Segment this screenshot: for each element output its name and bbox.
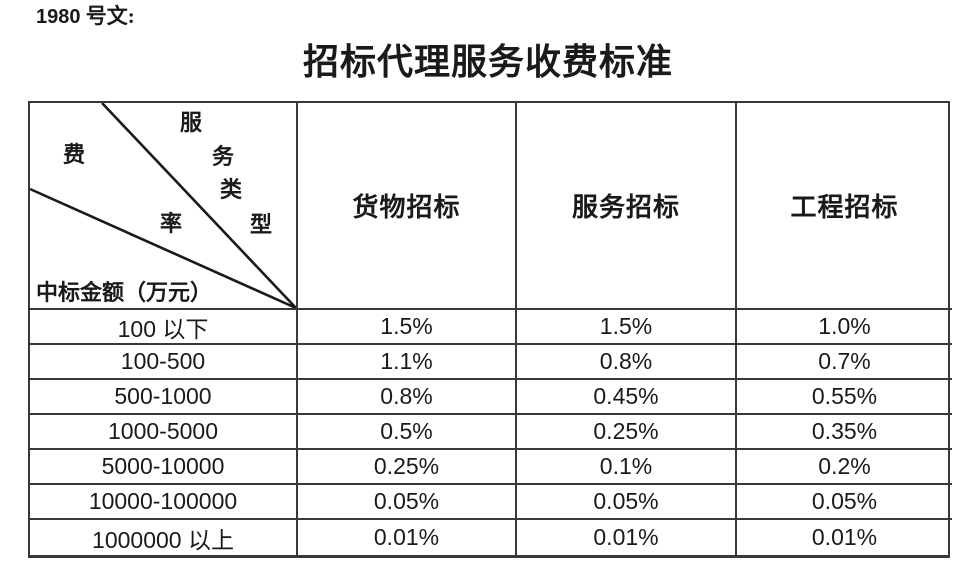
doc-reference-number: 1980 (36, 6, 81, 28)
doc-reference-label: 号文: (85, 4, 135, 28)
fee-rate-table: 服 务 类 型 费 率 中标金额（万元） 货物招标 服务招标 工程招标 100 … (28, 101, 952, 558)
engineering-rate-cell: 0.7% (737, 345, 952, 380)
engineering-rate-cell: 0.55% (737, 380, 952, 415)
column-header-engineering: 工程招标 (737, 103, 952, 310)
goods-rate-cell: 0.05% (298, 485, 517, 520)
service-rate-cell: 0.45% (517, 380, 737, 415)
corner-amount-label: 中标金额（万元） (36, 280, 213, 305)
service-rate-cell: 0.25% (517, 415, 737, 450)
engineering-rate-cell: 0.2% (737, 450, 952, 485)
corner-rate-char: 率 (160, 211, 183, 236)
amount-range-cell: 10000-100000 (30, 485, 298, 520)
amount-range-cell: 1000-5000 (30, 415, 298, 450)
engineering-rate-cell: 0.35% (737, 415, 952, 450)
corner-rate-char: 费 (63, 142, 86, 167)
engineering-rate-cell: 0.01% (811, 524, 878, 550)
goods-rate-cell: 0.01% (298, 520, 517, 555)
amount-range-cell: 500-1000 (30, 380, 298, 415)
corner-type-char: 型 (250, 212, 273, 237)
service-rate-cell: 1.5% (517, 310, 737, 345)
goods-rate-cell: 0.5% (298, 415, 517, 450)
corner-header-cell: 服 务 类 型 费 率 中标金额（万元） (30, 103, 298, 310)
column-header-goods: 货物招标 (298, 103, 517, 310)
service-rate-cell: 0.8% (517, 345, 737, 380)
engineering-rate-cell: 0.05% (737, 485, 952, 520)
service-rate-cell: 0.05% (517, 485, 737, 520)
amount-range-cell: 100-500 (30, 345, 298, 380)
diagonal-divider-lines (30, 103, 296, 308)
goods-rate-cell: 1.5% (298, 310, 517, 345)
amount-range-cell: 5000-10000 (30, 450, 298, 485)
corner-type-char: 服 (180, 110, 203, 135)
service-rate-cell: 0.1% (517, 450, 737, 485)
amount-range-cell: 100 以下 (30, 310, 298, 345)
goods-rate-cell: 0.25% (298, 450, 517, 485)
doc-reference: 1980 号文: (36, 5, 135, 28)
service-rate-cell: 0.01% (517, 520, 737, 555)
page-title: 招标代理服务收费标准 (302, 42, 673, 82)
amount-range-cell: 1000000 以上 (30, 520, 298, 555)
corner-type-char: 类 (220, 177, 243, 202)
engineering-rate-cell: 1.0% (737, 310, 952, 345)
goods-rate-cell: 0.8% (298, 380, 517, 415)
goods-rate-cell: 1.1% (298, 345, 517, 380)
corner-type-char: 务 (212, 144, 235, 169)
column-header-service: 服务招标 (517, 103, 737, 310)
